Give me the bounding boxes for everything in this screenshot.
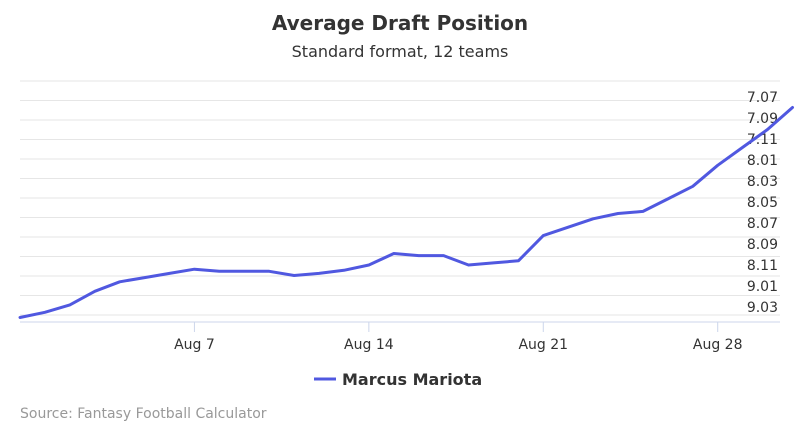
data-point[interactable] (640, 208, 646, 214)
data-point[interactable] (316, 270, 322, 276)
legend-label[interactable]: Marcus Mariota (342, 370, 482, 389)
data-point[interactable] (615, 211, 621, 217)
y-tick-label: 8.05 (747, 195, 778, 211)
data-point[interactable] (241, 268, 247, 274)
chart-subtitle: Standard format, 12 teams (292, 42, 509, 61)
data-point[interactable] (191, 266, 197, 272)
y-tick-label: 8.09 (747, 237, 778, 253)
y-tick-label: 7.07 (747, 90, 778, 106)
data-point[interactable] (565, 224, 571, 230)
y-tick-label: 7.09 (747, 111, 778, 127)
data-point[interactable] (540, 233, 546, 239)
data-point[interactable] (92, 288, 98, 294)
y-tick-label: 8.03 (747, 174, 778, 190)
data-point[interactable] (67, 302, 73, 308)
data-point[interactable] (515, 258, 521, 264)
data-point[interactable] (142, 275, 148, 281)
data-point[interactable] (17, 315, 23, 321)
series-layer (17, 105, 795, 321)
data-point[interactable] (117, 279, 123, 285)
data-point[interactable] (216, 268, 222, 274)
chart-title: Average Draft Position (272, 11, 528, 35)
data-point[interactable] (490, 260, 496, 266)
legend[interactable]: Marcus Mariota (314, 370, 482, 389)
credit-text: Source: Fantasy Football Calculator (20, 406, 267, 422)
data-point[interactable] (590, 216, 596, 222)
data-point[interactable] (441, 253, 447, 259)
axis-layer: 7.07 7.09 7.11 8.01 8.03 8.05 8.07 8.09 8.11 9.01… (20, 90, 780, 353)
data-point[interactable] (366, 262, 372, 268)
y-tick-label: 8.11 (747, 258, 778, 274)
series-line[interactable] (18, 106, 794, 319)
data-point[interactable] (266, 268, 272, 274)
data-point[interactable] (715, 162, 721, 168)
data-point[interactable] (341, 267, 347, 273)
y-tick-label: 8.07 (747, 216, 778, 232)
data-point[interactable] (789, 105, 795, 111)
y-tick-label: 9.01 (747, 279, 778, 295)
data-point[interactable] (665, 196, 671, 202)
x-tick-label: Aug 28 (693, 337, 743, 353)
data-point[interactable] (167, 270, 173, 276)
data-point[interactable] (42, 309, 48, 315)
data-point[interactable] (690, 183, 696, 189)
y-tick-label: 8.01 (747, 153, 778, 169)
x-tick-label: Aug 21 (518, 337, 568, 353)
y-tick-label: 7.11 (747, 132, 778, 148)
data-point[interactable] (765, 127, 771, 133)
data-point[interactable] (291, 273, 297, 279)
x-tick-label: Aug 7 (174, 337, 215, 353)
data-point[interactable] (740, 144, 746, 150)
data-point[interactable] (466, 262, 472, 268)
data-point[interactable] (416, 253, 422, 259)
x-tick-label: Aug 14 (344, 337, 394, 353)
y-tick-label: 9.03 (747, 300, 778, 316)
data-point[interactable] (391, 250, 397, 256)
